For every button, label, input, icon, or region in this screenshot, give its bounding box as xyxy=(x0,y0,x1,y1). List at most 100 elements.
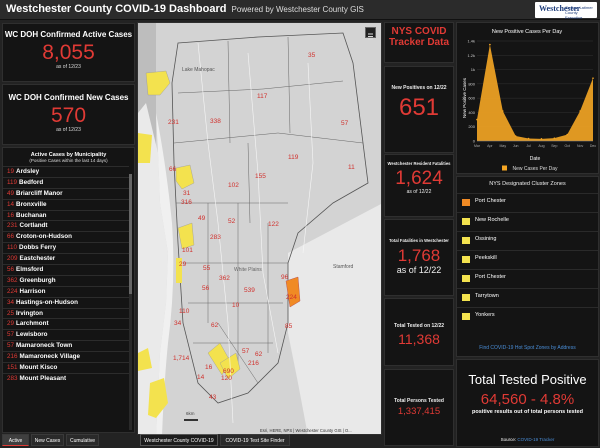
source-label: Source: xyxy=(500,437,517,442)
total-positive-title: Total Tested Positive xyxy=(468,372,587,387)
map-case-label: 85 xyxy=(285,323,293,330)
map-case-label: 316 xyxy=(181,199,192,206)
zone-label: New Rochelle xyxy=(475,217,509,223)
municipality-name: Elmsford xyxy=(16,266,44,274)
tab-test-site-finder[interactable]: COVID-19 Test Site Finder xyxy=(220,434,290,446)
municipality-name: Larchmont xyxy=(16,320,49,328)
municipality-name: Bedford xyxy=(19,178,44,186)
map-case-label: 57 xyxy=(242,348,250,355)
chart-y-tick-label: 1.4k xyxy=(467,39,475,44)
list-item[interactable]: 209 Eastchester xyxy=(3,253,129,264)
source-link[interactable]: COVID-19 Tracker xyxy=(517,437,555,442)
list-item[interactable]: 49 Briarcliff Manor xyxy=(3,187,129,199)
nys-tracker-panel[interactable]: NYS COVID Tracker Data xyxy=(384,22,454,63)
list-item[interactable]: 57 Mamaroneck Town xyxy=(3,340,129,351)
list-item[interactable]: 231 Cortlandt xyxy=(3,220,129,231)
source-line: Source: COVID-19 Tracker xyxy=(457,437,598,442)
scrollbar-thumb[interactable] xyxy=(129,174,132,294)
resident-fatalities-value: 1,624 xyxy=(395,168,443,189)
cluster-zone-item[interactable]: Yonkers xyxy=(457,307,598,325)
map-place-label: Stamford xyxy=(333,264,354,270)
map-case-label: 231 xyxy=(168,119,179,126)
cluster-zone-item[interactable]: Peekskill xyxy=(457,250,598,268)
map-case-label: 96 xyxy=(281,274,289,281)
municipality-name: Croton-on-Hudson xyxy=(16,233,72,241)
cluster-zone-item[interactable]: Port Chester xyxy=(457,193,598,211)
total-positive-value: 64,560 - 4.8% xyxy=(480,391,575,408)
municipality-name: Irvington xyxy=(16,309,43,317)
chart-legend-swatch xyxy=(502,165,507,171)
cluster-zone-item[interactable]: Tarrytown xyxy=(457,288,598,306)
chart-y-tick-label: 800 xyxy=(468,81,475,86)
municipality-name: Mamaroneck Town xyxy=(16,342,73,350)
map-case-label: 57 xyxy=(341,120,349,127)
list-item[interactable]: 66 Croton-on-Hudson xyxy=(3,231,129,242)
case-count: 362 xyxy=(7,276,18,284)
map-layers-button[interactable] xyxy=(365,27,376,40)
list-item[interactable]: 110 Dobbs Ferry xyxy=(3,242,129,253)
map-canvas[interactable]: Lake Mahopac Stamford White Plains 35 117… xyxy=(138,23,382,435)
case-count: 34 xyxy=(7,298,15,306)
case-count: 56 xyxy=(7,266,15,274)
zone-label: Port Chester xyxy=(475,198,506,204)
map-case-label: 62 xyxy=(211,322,219,329)
list-item[interactable]: 19 Ardsley xyxy=(3,166,129,177)
zone-swatch-icon xyxy=(462,237,470,244)
map-case-label: 224 xyxy=(286,294,297,301)
municipality-name: Ardsley xyxy=(16,168,40,175)
new-cases-chart[interactable]: New Positive Cases Per Day New Positive … xyxy=(457,23,598,173)
list-item[interactable]: 216 Mamaroneck Village xyxy=(3,351,129,362)
total-positive-panel: Total Tested Positive 64,560 - 4.8% posi… xyxy=(456,359,599,447)
map-attribution: Esri, HERE, NPS | Westchester County GIS… xyxy=(260,428,352,433)
persons-tested-value: 1,337,415 xyxy=(397,406,441,417)
list-item[interactable]: 34 Hastings-on-Hudson xyxy=(3,296,129,308)
hot-spot-finder-link[interactable]: Find COVID-19 Hot Spot Zones by Address xyxy=(479,345,576,351)
zone-swatch-icon xyxy=(462,218,470,225)
chart-x-axis-label: Date xyxy=(530,156,541,162)
case-count: 231 xyxy=(7,222,18,230)
case-count: 57 xyxy=(7,342,15,350)
municipality-name: Briarcliff Manor xyxy=(16,189,63,197)
map-case-label: 29 xyxy=(179,261,187,268)
list-item[interactable]: 16 Buchanan xyxy=(3,209,129,221)
map-case-label: 56 xyxy=(202,285,210,292)
list-scrollbar[interactable] xyxy=(129,174,132,430)
case-count: 151 xyxy=(7,364,18,372)
map-case-label: 62 xyxy=(255,351,263,358)
list-item[interactable]: 25 Irvington xyxy=(3,307,129,319)
chart-point xyxy=(592,77,594,79)
list-item[interactable]: 57 Lewisboro xyxy=(3,329,129,340)
map-case-label: 10 xyxy=(232,302,240,309)
tested-today-label: Total Tested on 12/22 xyxy=(393,323,445,329)
tab-new-cases[interactable]: New Cases xyxy=(31,434,64,446)
case-count: 16 xyxy=(7,211,15,219)
map-place-label: White Plains xyxy=(234,267,262,273)
nys-tracker-title[interactable]: NYS COVID Tracker Data xyxy=(388,26,450,48)
tab-active[interactable]: Active xyxy=(2,434,29,446)
municipality-name: Buchanan xyxy=(16,211,47,219)
county-logo: Westchester George Latimer County Execut… xyxy=(535,2,597,20)
county-map[interactable]: Lake Mahopac Stamford White Plains 35 117… xyxy=(137,22,382,435)
list-item[interactable]: 56 Elmsford xyxy=(3,264,129,275)
tab-westchester-map[interactable]: Westchester County COVID-19 xyxy=(140,434,218,446)
list-item[interactable]: 151 Mount Kisco xyxy=(3,362,129,373)
chart-y-tick-label: 200 xyxy=(468,124,475,129)
list-item[interactable]: 283 Mount Pleasant xyxy=(3,372,129,384)
list-item[interactable]: 29 Larchmont xyxy=(3,318,129,329)
chart-y-axis-label: New Positive Cases xyxy=(462,77,467,118)
cluster-zone-item[interactable]: Ossining xyxy=(457,231,598,249)
case-count: 25 xyxy=(7,309,15,317)
case-count: 29 xyxy=(7,320,15,328)
cluster-zone-item[interactable]: New Rochelle xyxy=(457,212,598,230)
tab-cumulative[interactable]: Cumulative xyxy=(66,434,99,446)
chart-x-tick-label: May xyxy=(499,144,506,148)
list-item[interactable]: 224 Harrison xyxy=(3,285,129,297)
map-case-label: 539 xyxy=(244,287,255,294)
new-positives-value: 651 xyxy=(398,94,440,121)
persons-tested-label: Total Persons Tested xyxy=(394,398,444,404)
list-item[interactable]: 14 Bronxville xyxy=(3,198,129,210)
chart-title: New Positive Cases Per Day xyxy=(492,29,563,35)
list-item[interactable]: 362 Greenburgh xyxy=(3,274,129,286)
list-item[interactable]: 119 Bedford xyxy=(3,176,129,188)
cluster-zone-item[interactable]: Port Chester xyxy=(457,269,598,287)
